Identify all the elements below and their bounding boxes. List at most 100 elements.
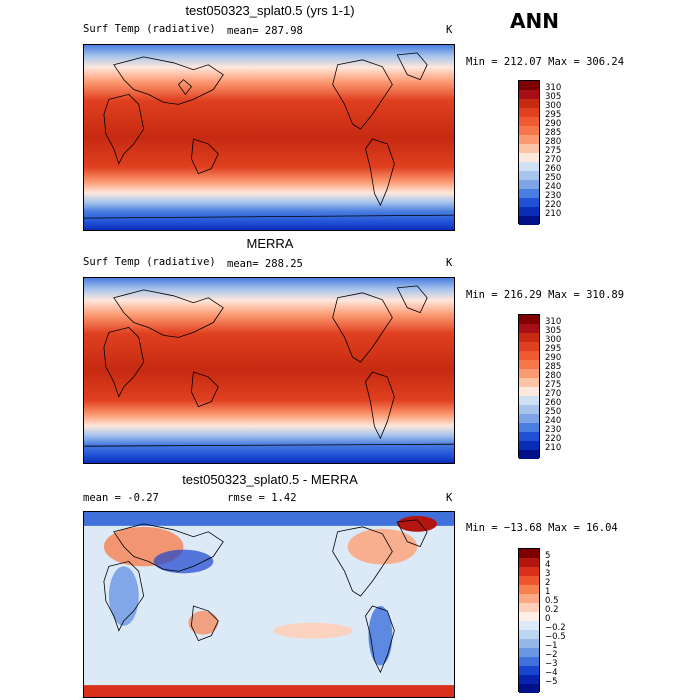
colorbar-segment bbox=[519, 387, 539, 396]
colorbar-tick-label: 210 bbox=[545, 443, 562, 453]
units-label: K bbox=[446, 257, 453, 269]
colorbar bbox=[518, 314, 540, 459]
minmax-label: Min = 212.07 Max = 306.24 bbox=[466, 56, 625, 68]
colorbar-tick-label: 295 bbox=[545, 344, 562, 354]
colorbar-tick-label: 220 bbox=[545, 434, 562, 444]
colorbar bbox=[518, 80, 540, 225]
colorbar-segment bbox=[519, 441, 539, 450]
colorbar-segment bbox=[519, 144, 539, 153]
colorbar-segment bbox=[519, 324, 539, 333]
colorbar-tick-label: 4 bbox=[545, 560, 551, 570]
colorbar-labels: 5 4 3 2 1 0.5 0.2 0 −0.2 −0.5 −1 −2 −3 −4 −5 bbox=[545, 548, 585, 692]
colorbar-tick-label: 250 bbox=[545, 407, 562, 417]
colorbar-segment bbox=[519, 216, 539, 225]
colorbar-tick-label: −3 bbox=[545, 659, 558, 669]
colorbar-tick-label: −0.5 bbox=[545, 632, 566, 642]
colorbar-segment bbox=[519, 450, 539, 459]
colorbar bbox=[518, 548, 540, 693]
colorbar-labels: 310 305 300 295 290 285 280 275 270 260 250 240 230 2… bbox=[545, 80, 585, 224]
difference-map bbox=[84, 512, 454, 697]
colorbar-segment bbox=[519, 369, 539, 378]
colorbar-tick-label: 305 bbox=[545, 92, 562, 102]
colorbar-segment bbox=[519, 189, 539, 198]
colorbar-segment bbox=[519, 351, 539, 360]
colorbar-segment bbox=[519, 90, 539, 99]
colorbar-tick-label: 0.5 bbox=[545, 596, 559, 606]
colorbar-tick-label: 310 bbox=[545, 83, 562, 93]
colorbar-segment bbox=[519, 99, 539, 108]
minmax-label: Min = 216.29 Max = 310.89 bbox=[466, 289, 625, 301]
colorbar-tick-label: −0.2 bbox=[545, 623, 566, 633]
colorbar-segment bbox=[519, 162, 539, 171]
colorbar-segment bbox=[519, 639, 539, 648]
colorbar-segment bbox=[519, 576, 539, 585]
colorbar-tick-label: 260 bbox=[545, 164, 562, 174]
colorbar-segment bbox=[519, 207, 539, 216]
colorbar-segment bbox=[519, 657, 539, 666]
colorbar-tick-label: 2 bbox=[545, 578, 551, 588]
panel-title: MERRA bbox=[246, 236, 294, 251]
colorbar-segment bbox=[519, 135, 539, 144]
colorbar-segment bbox=[519, 81, 539, 90]
colorbar-tick-label: 300 bbox=[545, 335, 562, 345]
colorbar-tick-label: 0 bbox=[545, 614, 551, 624]
panel-title: test050323_splat0.5 (yrs 1-1) bbox=[185, 3, 355, 18]
colorbar-tick-label: 3 bbox=[545, 569, 551, 579]
colorbar-segment bbox=[519, 423, 539, 432]
colorbar-tick-label: −1 bbox=[545, 641, 558, 651]
colorbar-tick-label: 300 bbox=[545, 101, 562, 111]
colorbar-segment bbox=[519, 180, 539, 189]
rmse-label: rmse = 1.42 bbox=[227, 492, 297, 504]
colorbar-tick-label: 275 bbox=[545, 380, 562, 390]
map-panel bbox=[83, 277, 455, 464]
colorbar-tick-label: 290 bbox=[545, 119, 562, 129]
colorbar-segment bbox=[519, 414, 539, 423]
variable-label: Surf Temp (radiative) bbox=[83, 256, 216, 268]
map-panel bbox=[83, 511, 455, 698]
colorbar-tick-label: 0.2 bbox=[545, 605, 559, 615]
colorbar-segment bbox=[519, 612, 539, 621]
temperature-map bbox=[84, 278, 454, 463]
colorbar-tick-label: −5 bbox=[545, 677, 558, 687]
colorbar-tick-label: 275 bbox=[545, 146, 562, 156]
panel-title: test050323_splat0.5 - MERRA bbox=[182, 472, 358, 487]
colorbar-segment bbox=[519, 675, 539, 684]
colorbar-segment bbox=[519, 126, 539, 135]
colorbar-segment bbox=[519, 153, 539, 162]
colorbar-segment bbox=[519, 396, 539, 405]
map-panel bbox=[83, 44, 455, 231]
colorbar-segment bbox=[519, 594, 539, 603]
colorbar-tick-label: −4 bbox=[545, 668, 558, 678]
colorbar-segment bbox=[519, 117, 539, 126]
colorbar-segment bbox=[519, 378, 539, 387]
colorbar-segment bbox=[519, 666, 539, 675]
units-label: K bbox=[446, 24, 453, 36]
colorbar-segment bbox=[519, 648, 539, 657]
colorbar-segment bbox=[519, 342, 539, 351]
season-label: ANN bbox=[510, 9, 559, 33]
colorbar-segment bbox=[519, 684, 539, 693]
colorbar-tick-label: 210 bbox=[545, 209, 562, 219]
variable-label: Surf Temp (radiative) bbox=[83, 23, 216, 35]
colorbar-tick-label: 310 bbox=[545, 317, 562, 327]
colorbar-labels: 310 305 300 295 290 285 280 275 270 260 250 240 230 2… bbox=[545, 314, 585, 458]
colorbar-tick-label: 270 bbox=[545, 389, 562, 399]
mean-label: mean= 288.25 bbox=[227, 258, 303, 270]
colorbar-segment bbox=[519, 621, 539, 630]
colorbar-tick-label: 305 bbox=[545, 326, 562, 336]
colorbar-segment bbox=[519, 603, 539, 612]
colorbar-segment bbox=[519, 171, 539, 180]
colorbar-segment bbox=[519, 432, 539, 441]
colorbar-tick-label: 240 bbox=[545, 182, 562, 192]
colorbar-tick-label: 250 bbox=[545, 173, 562, 183]
minmax-label: Min = −13.68 Max = 16.04 bbox=[466, 522, 618, 534]
colorbar-tick-label: 230 bbox=[545, 425, 562, 435]
colorbar-tick-label: 1 bbox=[545, 587, 551, 597]
colorbar-segment bbox=[519, 558, 539, 567]
colorbar-segment bbox=[519, 198, 539, 207]
colorbar-segment bbox=[519, 405, 539, 414]
mean-label: mean= 287.98 bbox=[227, 25, 303, 37]
colorbar-tick-label: 240 bbox=[545, 416, 562, 426]
colorbar-tick-label: −2 bbox=[545, 650, 558, 660]
temperature-map bbox=[84, 45, 454, 230]
